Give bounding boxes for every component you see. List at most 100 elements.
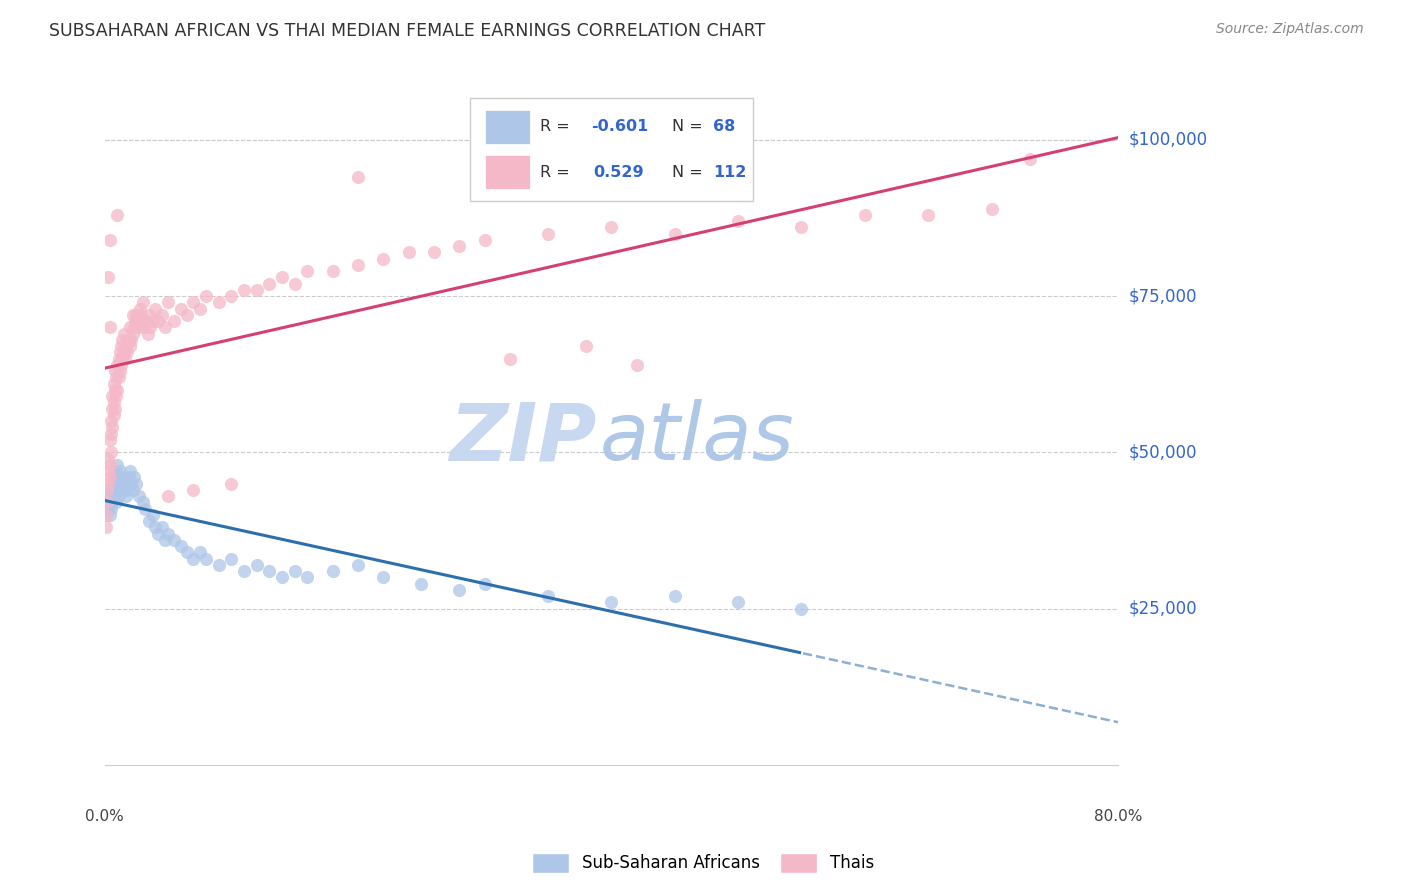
Text: 112: 112 [713,165,747,180]
Point [139,320,162,334]
Point [600,220,623,235]
Point [170,539,193,553]
Point [98,233,121,247]
Point [97,464,120,478]
Point [94,520,117,534]
Point [104,401,127,416]
Point [499,351,522,366]
Point [105,495,128,509]
Point [111,470,134,484]
Point [163,533,186,547]
Point [112,345,135,359]
Point [96,483,118,497]
Point [183,483,205,497]
Text: $25,000: $25,000 [1129,599,1197,617]
Point [143,301,166,316]
Point [626,358,648,372]
Point [103,408,125,422]
Point [107,370,129,384]
Point [131,308,153,322]
Text: Source: ZipAtlas.com: Source: ZipAtlas.com [1216,22,1364,37]
Point [100,426,122,441]
Point [114,351,136,366]
Point [157,526,180,541]
Point [347,258,370,272]
Point [176,308,198,322]
Point [271,270,294,285]
Point [373,252,395,266]
Point [120,476,142,491]
Point [94,508,117,522]
Point [138,514,160,528]
Text: $75,000: $75,000 [1129,287,1197,305]
Point [101,495,124,509]
Point [110,476,132,491]
Point [122,470,145,484]
Point [98,320,121,334]
Point [188,301,211,316]
Point [117,345,139,359]
Point [104,383,127,397]
Text: ZIP: ZIP [449,400,596,477]
Text: N =: N = [672,165,709,180]
Point [411,576,433,591]
Point [664,589,686,603]
Point [107,489,129,503]
Point [101,389,124,403]
Point [124,314,146,328]
Point [284,564,307,578]
Text: 68: 68 [713,120,735,135]
Point [107,351,129,366]
Point [150,520,173,534]
Point [100,501,122,516]
Text: R =: R = [540,120,575,135]
Text: SUBSAHARAN AFRICAN VS THAI MEDIAN FEMALE EARNINGS CORRELATION CHART: SUBSAHARAN AFRICAN VS THAI MEDIAN FEMALE… [49,22,765,40]
Point [107,470,129,484]
Point [111,351,134,366]
Point [727,214,749,228]
Point [103,470,125,484]
Text: $50,000: $50,000 [1129,443,1197,461]
Point [537,589,560,603]
Point [128,489,150,503]
Point [114,476,136,491]
Point [112,326,135,341]
Point [105,470,128,484]
Point [233,283,256,297]
Point [790,220,813,235]
Point [100,483,122,497]
Point [157,295,180,310]
Point [195,551,218,566]
Point [129,301,152,316]
Point [423,245,446,260]
Point [136,326,159,341]
Point [98,433,121,447]
Point [98,508,121,522]
Point [163,314,186,328]
Point [110,358,132,372]
Point [474,233,496,247]
Point [134,314,156,328]
Point [104,464,127,478]
Text: R =: R = [540,165,575,180]
Point [143,520,166,534]
Point [146,526,169,541]
Point [97,501,120,516]
Point [94,489,117,503]
Point [125,308,148,322]
Point [105,483,128,497]
Point [980,202,1002,216]
Point [537,227,560,241]
Point [208,558,231,572]
Point [105,208,128,222]
FancyBboxPatch shape [470,98,754,202]
Point [284,277,307,291]
Point [347,558,370,572]
Point [195,289,218,303]
Legend: Sub-Saharan Africans, Thais: Sub-Saharan Africans, Thais [526,847,880,880]
Text: atlas: atlas [599,400,794,477]
Point [131,320,153,334]
Point [142,508,165,522]
Point [246,558,269,572]
Point [176,545,198,559]
